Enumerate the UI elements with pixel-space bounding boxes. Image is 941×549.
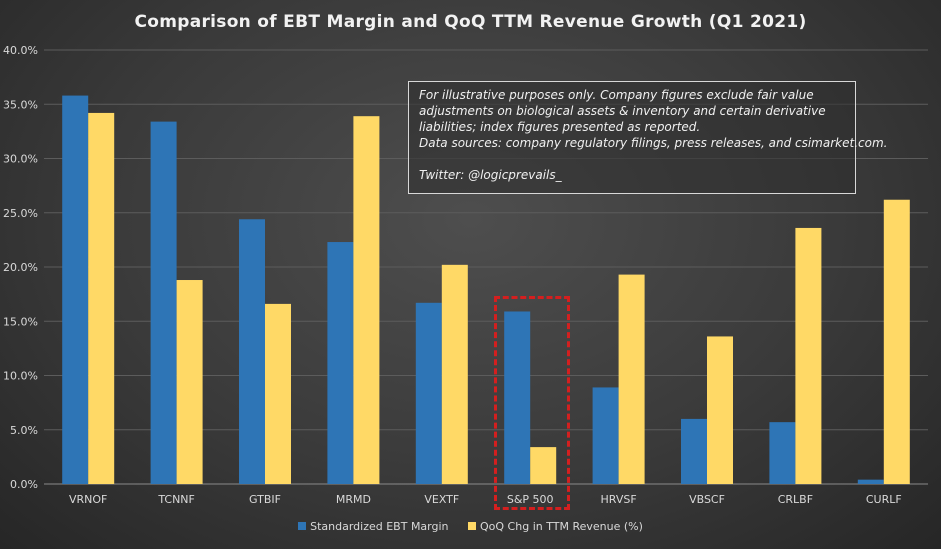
x-tick-label: CRLBF bbox=[778, 493, 813, 506]
bar-ebt-margin bbox=[239, 219, 265, 484]
y-tick-label: 10.0% bbox=[3, 370, 38, 383]
bar-revenue-growth bbox=[530, 447, 557, 484]
legend-swatch-yellow bbox=[468, 522, 477, 530]
x-tick-label: VBSCF bbox=[689, 493, 725, 506]
bar-ebt-margin bbox=[592, 387, 619, 484]
chart-title: Comparison of EBT Margin and QoQ TTM Rev… bbox=[134, 12, 807, 32]
legend-label: Standardized EBT Margin bbox=[310, 520, 449, 533]
bar-ebt-margin bbox=[504, 311, 531, 484]
disclaimer-note-box: For illustrative purposes only. Company … bbox=[408, 81, 888, 194]
bar-ebt-margin bbox=[415, 302, 442, 484]
note-line: Data sources: company regulatory filings… bbox=[419, 136, 888, 150]
bar-ebt-margin bbox=[857, 479, 884, 484]
bar-ebt-margin bbox=[327, 242, 354, 484]
legend-item-revenue-growth: QoQ Chg in TTM Revenue (%) bbox=[468, 520, 643, 533]
bar-revenue-growth bbox=[883, 199, 910, 485]
y-tick-label: 35.0% bbox=[3, 98, 38, 111]
y-tick-label: 40.0% bbox=[3, 44, 38, 57]
x-tick-label: MRMD bbox=[336, 493, 371, 506]
legend-swatch-blue bbox=[298, 522, 307, 530]
x-tick-label: VEXTF bbox=[424, 493, 459, 506]
y-tick-label: 20.0% bbox=[3, 261, 38, 274]
note-line: liabilities; index figures presented as … bbox=[419, 120, 701, 134]
bar-revenue-growth bbox=[795, 227, 822, 484]
y-tick-label: 30.0% bbox=[3, 153, 38, 166]
bar-revenue-growth bbox=[441, 264, 468, 484]
legend-item-ebt-margin: Standardized EBT Margin bbox=[298, 520, 449, 533]
x-tick-label: TCNNF bbox=[157, 493, 195, 506]
bar-ebt-margin bbox=[62, 95, 89, 484]
x-tick-label: HRVSF bbox=[601, 493, 637, 506]
bar-revenue-growth bbox=[353, 116, 380, 484]
bar-ebt-margin bbox=[681, 418, 707, 484]
note-line bbox=[419, 151, 845, 167]
bar-revenue-growth bbox=[88, 112, 115, 485]
bar-revenue-growth bbox=[265, 303, 291, 484]
y-tick-label: 5.0% bbox=[10, 424, 38, 437]
note-line: For illustrative purposes only. Company … bbox=[419, 88, 814, 102]
x-tick-label: VRNOF bbox=[69, 493, 107, 506]
x-tick-label: CURLF bbox=[866, 493, 902, 506]
x-tick-label: S&P 500 bbox=[507, 493, 554, 506]
legend-label: QoQ Chg in TTM Revenue (%) bbox=[480, 520, 643, 533]
y-tick-label: 0.0% bbox=[10, 478, 38, 491]
note-line-twitter: Twitter: @logicprevails_ bbox=[419, 168, 562, 182]
bar-revenue-growth bbox=[618, 274, 645, 484]
y-tick-label: 25.0% bbox=[3, 207, 38, 220]
bar-revenue-growth bbox=[707, 336, 733, 484]
note-line: adjustments on biological assets & inven… bbox=[419, 104, 826, 118]
bar-revenue-growth bbox=[176, 280, 203, 484]
legend: Standardized EBT Margin QoQ Chg in TTM R… bbox=[0, 520, 941, 533]
bar-ebt-margin bbox=[769, 422, 796, 484]
x-tick-label: GTBIF bbox=[249, 493, 281, 506]
sp500-highlight-box bbox=[494, 296, 570, 510]
y-tick-label: 15.0% bbox=[3, 315, 38, 328]
bar-ebt-margin bbox=[150, 121, 177, 485]
